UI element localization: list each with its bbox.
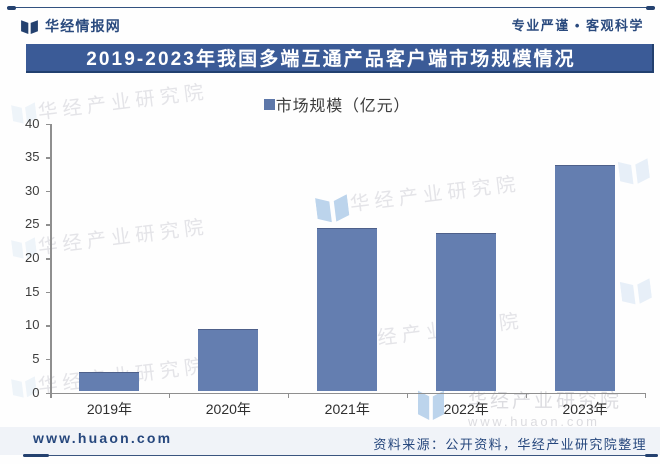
bar-4 (436, 233, 497, 392)
y-axis-label: 40 (25, 115, 40, 131)
watermark (619, 271, 653, 308)
data-source: 资料来源：公开资料，华经产业研究院整理 (373, 437, 647, 452)
bar-3 (317, 228, 378, 392)
x-axis-label: 2023年 (562, 401, 608, 417)
y-axis-label: 35 (25, 149, 40, 165)
y-axis-tick (45, 123, 50, 125)
y-axis-tick (45, 392, 50, 394)
watermark-text: 华经产业研究院 (36, 214, 210, 258)
legend-label: 市场规模（亿元） (275, 98, 411, 115)
chart-title: 2019-2023年我国多端互通产品客户端市场规模情况 (86, 49, 576, 70)
x-axis-tick (406, 392, 409, 398)
bar-1 (79, 371, 140, 392)
header-rule-right-cap (646, 5, 655, 10)
x-axis-label: 2020年 (205, 401, 251, 417)
footer-rule-right-cap (645, 453, 658, 457)
y-axis-label: 10 (25, 317, 40, 333)
footer-rule (23, 455, 658, 456)
watermark (617, 151, 651, 188)
site-url: www.huaon.com (33, 430, 173, 446)
bar-5 (555, 164, 616, 392)
y-axis-label: 0 (32, 384, 40, 400)
y-axis-tick (45, 190, 50, 193)
x-axis-tick (168, 392, 171, 398)
chart-title-bar: 2019-2023年我国多端互通产品客户端市场规模情况 (26, 44, 654, 73)
y-axis-label: 25 (25, 216, 40, 232)
x-axis-label: 2019年 (86, 401, 133, 417)
header-slogan: 专业严谨 • 客观科学 (511, 18, 644, 33)
watermark-logo-icon (619, 278, 652, 305)
watermark-logo-icon (314, 193, 350, 222)
y-axis-label: 15 (25, 283, 40, 299)
y-axis-tick (45, 224, 50, 226)
watermark: 华经产业研究院 (314, 164, 522, 223)
x-axis-line (50, 392, 646, 394)
y-axis-tick (45, 325, 50, 327)
y-axis-label: 30 (25, 182, 40, 198)
x-axis-tick (50, 392, 52, 398)
y-axis-tick (45, 258, 50, 260)
watermark-text: 华经产业研究院 (348, 172, 522, 216)
y-axis-tick (45, 157, 50, 159)
watermark: 华经产业研究院 (10, 207, 210, 265)
x-axis-label: 2022年 (443, 401, 489, 417)
y-axis-label: 5 (32, 350, 40, 366)
legend: 市场规模（亿元） (7, 92, 660, 116)
open-book-logo-icon (21, 20, 38, 34)
footer-band (0, 427, 660, 455)
x-axis-tick (644, 392, 646, 398)
y-axis-label: 20 (25, 250, 40, 265)
x-axis-tick (525, 392, 528, 398)
header-rule (7, 7, 655, 8)
legend-marker (263, 98, 275, 110)
header-rule-left-cap (7, 5, 16, 10)
x-axis-label: 2021年 (324, 401, 370, 417)
watermark-logo-icon (617, 158, 650, 185)
y-axis-tick (45, 291, 50, 294)
bar-2 (198, 328, 259, 392)
brand-name: 华经情报网 (45, 18, 121, 34)
x-axis-tick (287, 392, 290, 398)
footer-rule-left-cap (23, 453, 49, 457)
y-axis-line (50, 123, 52, 394)
y-axis-tick (45, 358, 50, 361)
brand: 华经情报网 (21, 16, 121, 36)
